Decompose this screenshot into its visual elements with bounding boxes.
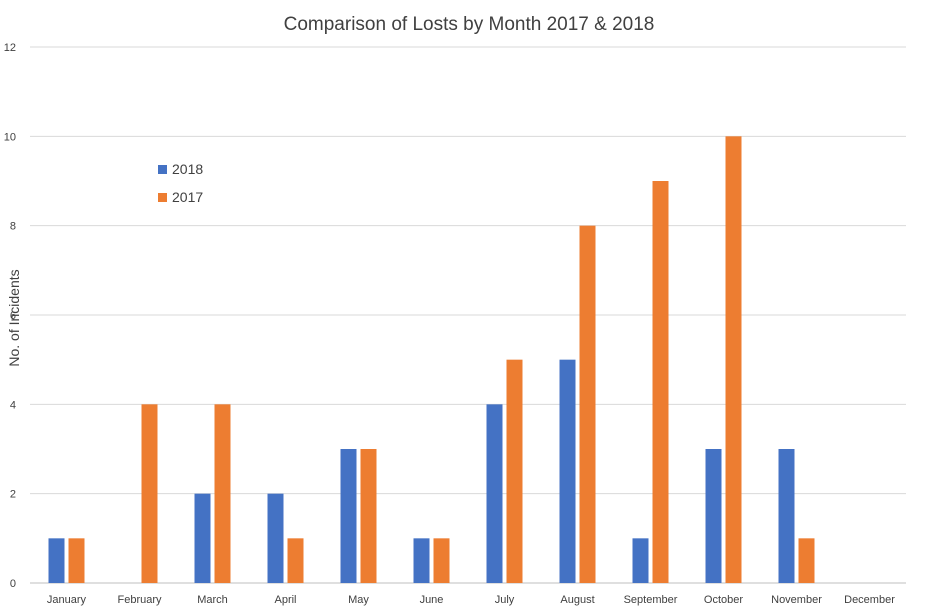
bar-2017-august [579,225,596,583]
x-tick-label: September [624,594,678,606]
x-tick-label: July [495,594,515,606]
x-tick-label: February [117,594,162,606]
bar-2017-july [506,359,523,583]
bar-2018-november [778,449,795,583]
bar-2017-june [433,538,450,583]
bar-2018-july [486,404,503,583]
bar-2018-january [48,538,65,583]
bar-2017-november [798,538,815,583]
gridlines [30,46,906,584]
x-tick-label: January [47,594,87,606]
y-tick-label: 12 [4,42,16,54]
y-tick-label: 6 [10,310,16,322]
x-tick-label: August [560,594,594,606]
bar-2017-october [725,136,742,584]
legend: 2018 2017 [158,161,203,205]
bar-2018-june [413,538,430,583]
x-tick-label: June [420,594,444,606]
bar-2017-may [360,449,377,583]
x-tick-label: May [348,594,369,606]
y-tick-label: 8 [10,221,16,233]
legend-label-2018: 2018 [172,161,203,177]
bar-2018-may [340,449,357,583]
y-tick-label: 2 [10,489,16,501]
x-tick-label: December [844,594,895,606]
chart-title: Comparison of Losts by Month 2017 & 2018 [284,14,655,35]
y-axis-label: No. of Incidents [6,269,22,366]
bar-2017-april [287,538,304,583]
y-tick-label: 10 [4,131,16,143]
bar-2018-october [705,449,722,583]
x-tick-label: April [274,594,296,606]
bar-2018-august [559,359,576,583]
bar-2017-january [68,538,85,583]
x-tick-label: October [704,594,743,606]
y-tick-label: 4 [10,399,16,411]
y-tick-label: 0 [10,578,16,590]
bar-2018-september [632,538,649,583]
bar-2018-april [267,493,284,583]
x-tick-label: November [771,594,822,606]
legend-swatch-2018 [158,165,167,174]
legend-swatch-2017 [158,193,167,202]
bars [48,136,815,584]
bar-2017-february [141,404,158,583]
x-tick-label: March [197,594,228,606]
bar-2017-march [214,404,231,583]
bar-2017-september [652,181,669,583]
x-axis-ticks: January February March April May June July Augu… [47,594,895,606]
y-axis-ticks: 0 2 4 6 8 10 12 [4,42,16,590]
bar-2018-march [194,493,211,583]
legend-label-2017: 2017 [172,189,203,205]
